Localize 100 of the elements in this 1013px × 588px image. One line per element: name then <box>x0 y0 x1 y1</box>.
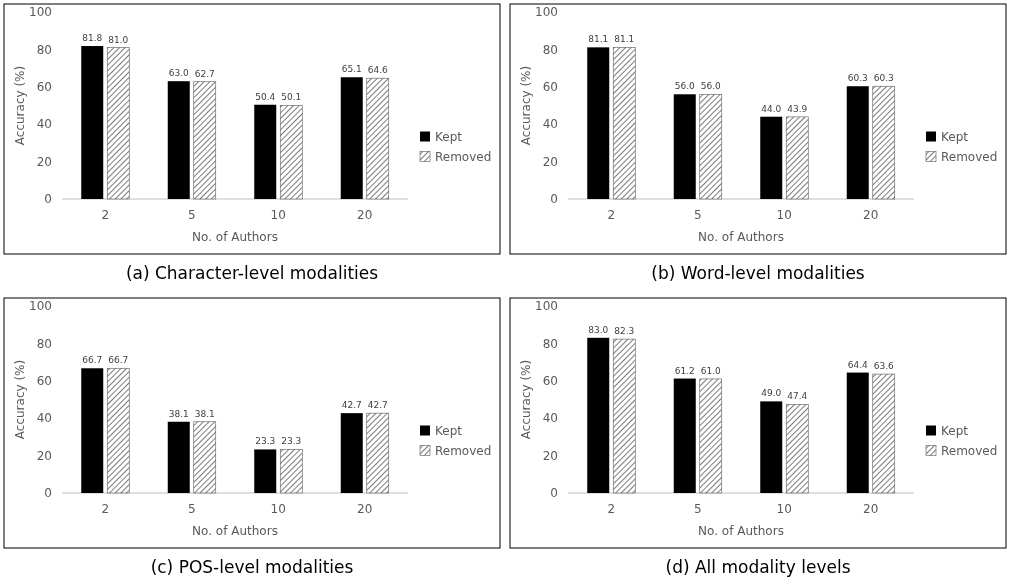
x-tick-label: 5 <box>187 208 196 222</box>
y-tick-label: 80 <box>36 42 52 57</box>
y-axis-title: Accuracy (%) <box>519 359 533 440</box>
legend-label: Kept <box>941 423 969 438</box>
text: 83.0 <box>588 324 609 335</box>
y-tick-label: 100 <box>29 5 52 20</box>
bar <box>699 93 723 200</box>
y-tick-label: 20 <box>542 448 558 463</box>
text: (d) All modality levels <box>665 557 851 577</box>
text: 64.4 <box>847 359 868 370</box>
bar <box>872 85 896 200</box>
text: 56.0 <box>700 81 721 92</box>
bar <box>366 412 390 494</box>
text: 66.7 <box>108 355 129 366</box>
x-axis-title: No. of Authors <box>192 230 278 244</box>
text: (c) POS-level modalities <box>150 557 354 577</box>
y-tick-label: 0 <box>44 486 52 501</box>
x-tick-label: 10 <box>270 502 286 516</box>
text: 81.1 <box>588 34 609 45</box>
text: 49.0 <box>761 388 782 399</box>
y-axis-title: Accuracy (%) <box>13 65 27 146</box>
y-axis-title: Accuracy (%) <box>13 359 27 440</box>
text: 63.6 <box>873 361 894 372</box>
bar <box>254 104 277 199</box>
text: 42.7 <box>367 400 388 411</box>
text: 50.4 <box>255 91 276 102</box>
x-tick-label: 10 <box>776 208 792 222</box>
bar <box>81 46 104 199</box>
bar <box>254 449 277 493</box>
y-tick-label: 60 <box>36 374 52 388</box>
y-tick-label: 40 <box>542 411 558 426</box>
text: 62.7 <box>194 68 215 79</box>
text: (b) Word-level modalities <box>651 263 865 283</box>
bar <box>785 116 809 200</box>
text: 23.3 <box>255 436 276 447</box>
text: 81.8 <box>82 33 103 44</box>
legend-label: Removed <box>941 149 998 164</box>
x-tick-label: 5 <box>693 502 702 516</box>
legend-label: Kept <box>435 129 463 144</box>
y-tick-label: 80 <box>36 336 52 351</box>
y-tick-label: 20 <box>542 154 558 169</box>
bar <box>699 378 723 494</box>
y-tick-label: 40 <box>36 117 52 132</box>
legend-label: Removed <box>941 443 998 458</box>
bar <box>279 105 303 200</box>
text: 64.6 <box>367 65 388 76</box>
bar <box>193 81 217 200</box>
bar <box>587 47 610 199</box>
bar <box>760 116 783 199</box>
y-tick-label: 60 <box>542 374 558 388</box>
text: 47.4 <box>787 391 808 402</box>
x-axis-title: No. of Authors <box>698 524 784 538</box>
y-tick-label: 20 <box>36 448 52 463</box>
bar <box>81 368 104 493</box>
text: (a) Character-level modalities <box>125 263 379 283</box>
bar <box>167 81 190 199</box>
y-tick-label: 60 <box>36 80 52 94</box>
x-axis-title: No. of Authors <box>698 230 784 244</box>
bar <box>673 94 696 199</box>
bar <box>612 338 636 494</box>
bar <box>846 372 869 493</box>
y-tick-label: 100 <box>535 5 558 20</box>
bar <box>366 77 390 200</box>
bar <box>872 373 896 494</box>
text: 38.1 <box>194 408 215 419</box>
x-tick-label: 2 <box>101 208 110 222</box>
text: 56.0 <box>674 81 695 92</box>
text: 81.0 <box>108 34 129 45</box>
x-tick-label: 2 <box>607 208 616 222</box>
bar <box>167 421 190 493</box>
bar <box>340 413 363 493</box>
text: 42.7 <box>341 400 362 411</box>
text: 50.1 <box>281 92 302 103</box>
y-tick-label: 0 <box>550 192 558 207</box>
x-axis-title: No. of Authors <box>192 524 278 538</box>
legend-label: Removed <box>435 443 492 458</box>
y-tick-label: 80 <box>542 42 558 57</box>
y-tick-label: 40 <box>36 411 52 426</box>
bar <box>587 337 610 493</box>
y-tick-label: 60 <box>542 80 558 94</box>
bar <box>279 449 303 494</box>
text: 65.1 <box>341 64 362 75</box>
legend-label: Kept <box>435 423 463 438</box>
text: 61.2 <box>674 365 695 376</box>
y-tick-label: 20 <box>36 154 52 169</box>
y-tick-label: 40 <box>542 117 558 132</box>
text: 23.3 <box>281 436 302 447</box>
text: 60.3 <box>847 73 868 84</box>
x-tick-label: 20 <box>357 208 373 222</box>
text: 63.0 <box>168 68 189 79</box>
text: 43.9 <box>787 103 808 114</box>
bar <box>106 367 130 494</box>
bar <box>673 378 696 493</box>
x-tick-label: 2 <box>607 502 616 516</box>
bar <box>760 401 783 493</box>
text: 60.3 <box>873 73 894 84</box>
text: 38.1 <box>168 408 189 419</box>
text: 44.0 <box>761 103 782 114</box>
legend-label: Kept <box>941 129 969 144</box>
bar <box>193 421 217 494</box>
